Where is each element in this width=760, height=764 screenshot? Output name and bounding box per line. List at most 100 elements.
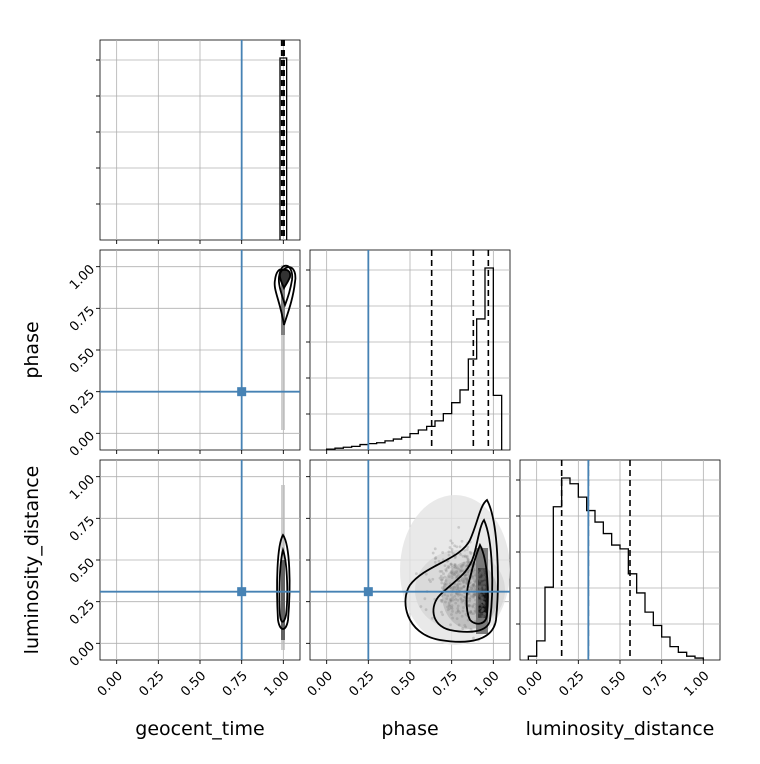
y-tick-label: 1.00 <box>67 262 98 293</box>
x-axis-label-phase: phase <box>381 718 438 740</box>
x-tick-label: 0.25 <box>137 669 168 700</box>
scatter-point <box>474 578 478 582</box>
scatter-point <box>478 595 482 599</box>
scatter-point <box>419 605 423 608</box>
scatter-point <box>473 609 477 613</box>
scatter-point <box>433 560 437 564</box>
scatter-point <box>449 598 452 601</box>
scatter-point <box>477 599 481 603</box>
y-tick-label: 0.25 <box>67 597 98 628</box>
scatter-point <box>480 582 484 586</box>
scatter-point <box>460 600 464 604</box>
scatter-point <box>476 617 480 620</box>
scatter-point <box>455 592 458 596</box>
scatter-point <box>451 609 454 613</box>
scatter-point <box>472 592 476 596</box>
scatter-point <box>467 560 471 564</box>
scatter-point <box>472 591 476 595</box>
scatter-point <box>449 599 453 603</box>
scatter-point <box>463 573 467 577</box>
scatter-point <box>448 604 452 608</box>
scatter-point <box>473 619 477 623</box>
scatter-point <box>456 584 459 588</box>
scatter-point <box>462 579 466 583</box>
scatter-point <box>476 603 480 607</box>
scatter-point <box>456 586 460 590</box>
scatter-point <box>474 598 477 602</box>
scatter-point <box>444 569 448 573</box>
scatter-point <box>476 601 480 604</box>
scatter-point <box>450 564 454 567</box>
scatter-point <box>458 545 462 549</box>
scatter-point <box>480 569 484 572</box>
scatter-point <box>451 598 455 602</box>
scatter-point <box>479 562 483 566</box>
scatter-point <box>453 594 457 598</box>
scatter-point <box>450 569 454 573</box>
scatter-point <box>472 593 476 597</box>
scatter-point <box>476 558 480 562</box>
scatter-point <box>469 628 473 631</box>
scatter-point <box>461 580 465 583</box>
scatter-point <box>446 594 450 598</box>
scatter-point <box>481 577 485 581</box>
scatter-point <box>478 585 482 589</box>
scatter-point <box>479 570 483 574</box>
x-tick-label: 0.75 <box>430 669 461 700</box>
scatter-point <box>475 585 479 589</box>
scatter-point <box>414 572 418 576</box>
scatter-point <box>482 611 486 615</box>
scatter-point <box>456 587 460 590</box>
scatter-point <box>460 614 464 618</box>
y-tick-label: 0.75 <box>67 304 98 335</box>
scatter-point <box>449 623 452 627</box>
scatter-point <box>453 570 456 574</box>
scatter-point <box>451 585 455 589</box>
scatter-point <box>441 576 445 580</box>
x-tick-label: 0.25 <box>557 669 588 700</box>
scatter-point <box>461 599 465 603</box>
scatter-point <box>446 566 449 570</box>
scatter-point <box>456 609 460 613</box>
scatter-point <box>469 610 473 613</box>
scatter-point <box>468 568 472 572</box>
scatter-point <box>464 573 468 577</box>
scatter-point <box>449 562 453 566</box>
scatter-point <box>478 571 482 575</box>
scatter-point <box>437 559 441 563</box>
x-axis-label-geocent_time: geocent_time <box>135 718 264 740</box>
scatter-point <box>473 571 477 575</box>
scatter-point <box>481 581 485 585</box>
scatter-point <box>478 602 482 606</box>
scatter-point <box>469 610 473 614</box>
scatter-point <box>477 585 481 589</box>
scatter-point <box>473 569 477 573</box>
scatter-point <box>482 585 486 589</box>
scatter-point <box>450 548 454 551</box>
scatter-point <box>473 573 477 577</box>
scatter-point <box>447 603 451 607</box>
scatter-point <box>476 618 480 622</box>
x-tick-label: 0.00 <box>515 669 546 700</box>
scatter-point <box>475 602 479 606</box>
x-tick-label: 0.50 <box>598 669 629 700</box>
scatter-point <box>474 574 478 578</box>
scatter-point <box>443 583 447 587</box>
scatter-point <box>433 547 437 551</box>
x-tick-label: 0.75 <box>220 669 251 700</box>
contour-inner-p10 <box>278 268 292 291</box>
scatter-point <box>450 613 453 616</box>
scatter-point <box>448 546 452 549</box>
scatter-point <box>479 602 483 605</box>
scatter-point <box>477 607 481 611</box>
scatter-point <box>474 611 478 615</box>
scatter-point <box>444 582 448 586</box>
scatter-point <box>482 570 485 574</box>
scatter-point <box>465 577 469 581</box>
scatter-point <box>476 624 479 628</box>
histogram-phase <box>326 267 503 450</box>
scatter-point <box>470 587 474 591</box>
y-tick-label: 0.75 <box>67 514 98 545</box>
scatter-point <box>465 548 469 551</box>
